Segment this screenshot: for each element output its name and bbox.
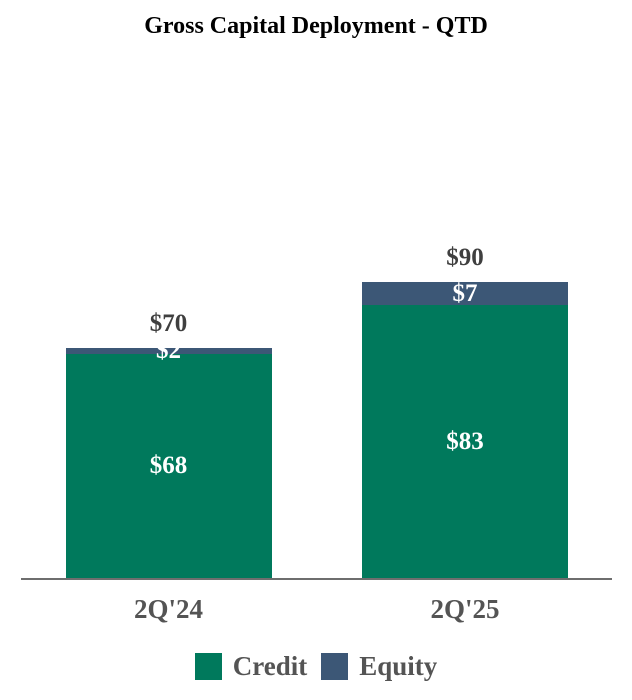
legend-swatch-equity (321, 653, 349, 681)
bar-2q24: $2 $68 (65, 337, 272, 578)
x-axis-label-2q25: 2Q'25 (430, 594, 500, 624)
x-axis-line (21, 578, 612, 580)
x-axis-label-2q24: 2Q'24 (133, 594, 203, 624)
legend-label-credit: Credit (232, 651, 308, 681)
segment-value-label-credit-2q24: $68 (149, 452, 188, 480)
total-value-label-2q24: $70 (149, 309, 188, 337)
bar-2q25: $7 $83 (362, 279, 568, 578)
legend-item-credit: Credit (194, 651, 308, 682)
segment-value-label-equity-2q25: $7 (452, 279, 478, 307)
legend-label-equity: Equity (359, 651, 438, 681)
chart-title: Gross Capital Deployment - QTD (144, 13, 488, 39)
bar-segment-equity-2q25: $7 (362, 279, 568, 307)
legend-swatch-credit (194, 653, 222, 681)
bar-segment-credit-2q24: $68 (65, 354, 272, 578)
legend-item-equity: Equity (321, 651, 437, 682)
segment-value-label-credit-2q25: $83 (446, 427, 484, 455)
total-value-label-2q25: $90 (446, 243, 484, 271)
bar-segment-credit-2q25: $83 (362, 304, 568, 578)
bar-segment-equity-2q24: $2 (65, 337, 272, 364)
legend: Credit Equity (0, 651, 632, 682)
segment-value-label-equity-2q24: $2 (156, 337, 181, 365)
